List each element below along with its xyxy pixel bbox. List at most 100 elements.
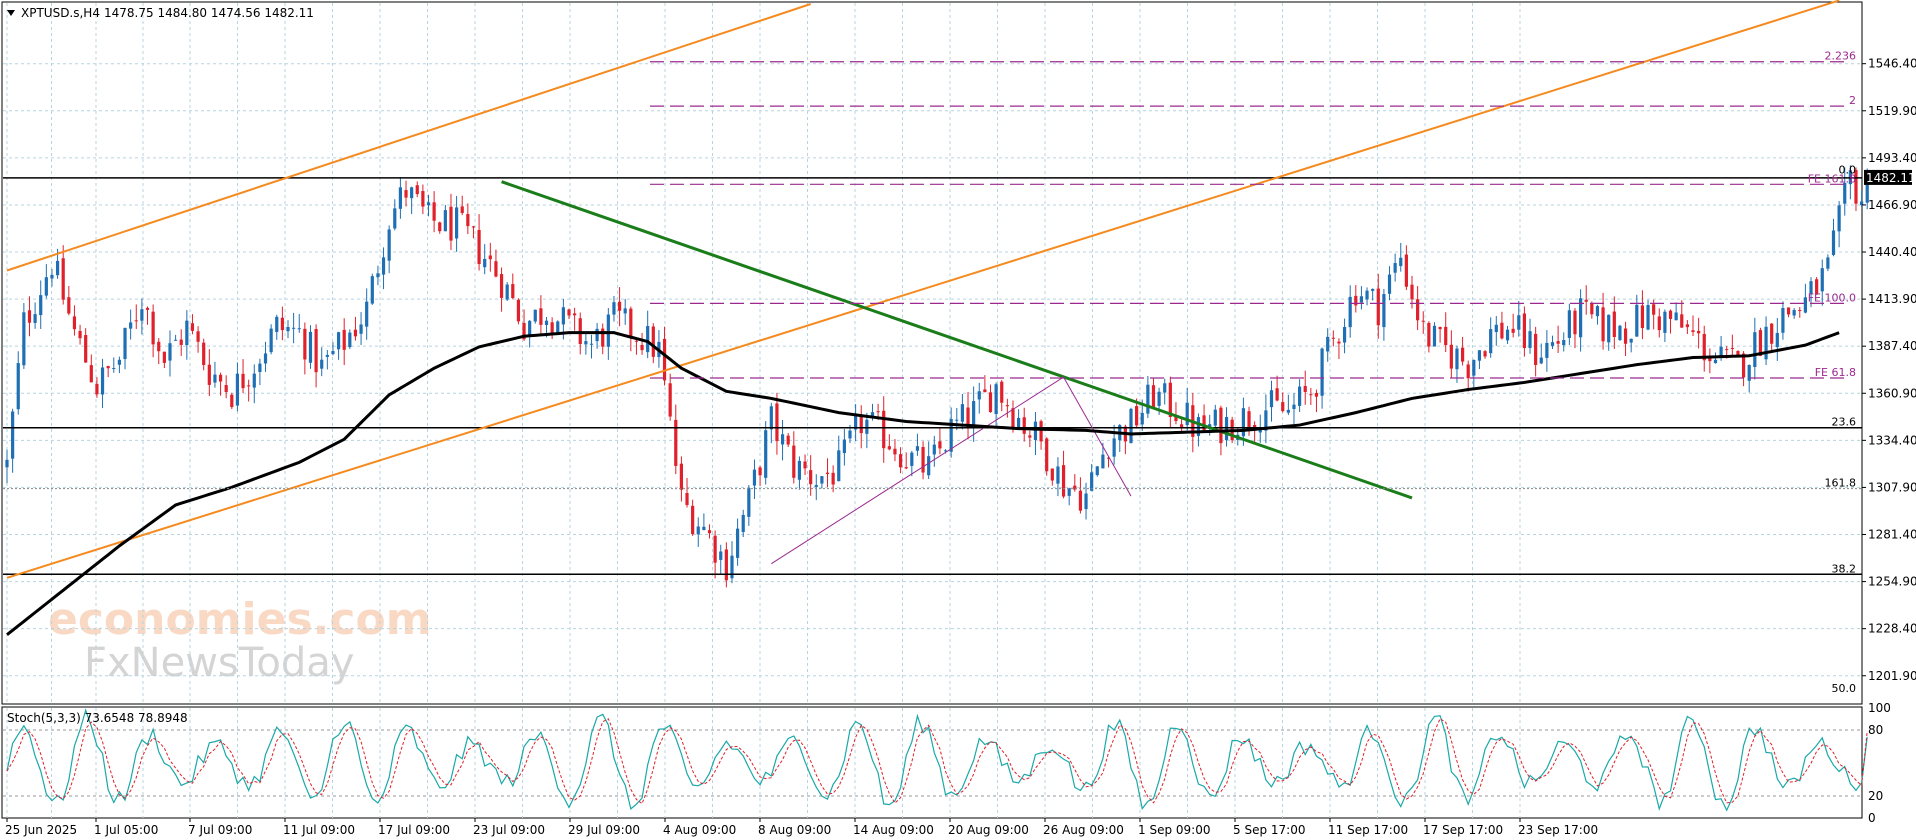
candle-body	[466, 214, 470, 227]
candle-body	[117, 359, 121, 365]
candle-body	[1129, 408, 1133, 444]
stoch-main-line	[6, 708, 1868, 812]
candle-body	[1472, 359, 1476, 376]
fib-levels: 2.236 2 0.0FE 161.8 FE 100.0 FE 61.8 23.6 161.…	[3, 50, 1862, 695]
candle-body	[477, 229, 481, 265]
candle-body	[292, 327, 296, 329]
candle-body	[1505, 329, 1510, 341]
candle-body	[983, 389, 987, 393]
candle-body	[1061, 465, 1066, 497]
candle-body	[606, 314, 610, 347]
candle-body	[1730, 347, 1734, 349]
candle-body	[1674, 312, 1678, 321]
current-price-box	[1864, 169, 1912, 185]
candle-body	[1618, 325, 1622, 340]
candle-body	[303, 328, 307, 360]
candle-body	[1286, 409, 1290, 413]
candle-body	[1786, 307, 1791, 315]
watermark-brand: economies.com	[48, 594, 432, 645]
candle-body	[713, 535, 717, 563]
candle-body	[1466, 364, 1470, 379]
candle-body	[1764, 326, 1768, 360]
candle-body	[696, 526, 700, 535]
candle-body	[1371, 288, 1375, 291]
candle-body	[550, 322, 554, 333]
candle-body	[1331, 337, 1335, 339]
candle-body	[1219, 407, 1223, 444]
candle-body	[1359, 296, 1364, 303]
candle-body	[679, 463, 683, 490]
candle-body	[747, 487, 751, 517]
candle-body	[1033, 421, 1038, 440]
candle-body	[426, 202, 431, 206]
candle-body	[1775, 332, 1779, 348]
candle-body	[247, 385, 251, 387]
candle-body	[1241, 408, 1245, 437]
candle-body	[691, 505, 695, 535]
candle-body	[483, 258, 487, 268]
candle-body	[39, 295, 43, 316]
candle-body	[471, 226, 476, 228]
candle-body	[561, 307, 565, 325]
candle-body	[646, 326, 650, 353]
y-tick-label: 1519.90	[1868, 104, 1916, 118]
candle-body	[1708, 358, 1712, 362]
channel-upper-line	[6, 3, 811, 272]
candle-body	[404, 190, 408, 198]
candle-body	[1494, 324, 1498, 333]
candle-body	[949, 419, 953, 452]
fib-level-label: 50.0	[1832, 682, 1857, 695]
dropdown-arrow-icon[interactable]	[7, 10, 15, 16]
candle-body	[1337, 341, 1341, 344]
candle-body	[573, 313, 577, 316]
candle-body	[1303, 386, 1307, 392]
candle-body	[1258, 428, 1262, 433]
x-tick-label: 23 Jul 09:00	[473, 823, 545, 837]
candle-body	[595, 328, 599, 342]
moving-average-line	[6, 331, 1840, 636]
candle-body	[1314, 392, 1319, 397]
candle-body	[511, 284, 515, 299]
candle-body	[398, 187, 402, 209]
candle-body	[449, 206, 453, 241]
candle-body	[1298, 386, 1302, 406]
candle-body	[1725, 349, 1729, 351]
fib-level-label: FE 100.0	[1808, 291, 1856, 304]
fib-level-label: FE 61.8	[1815, 366, 1856, 379]
candle-body	[854, 415, 858, 430]
candle-body	[1342, 326, 1347, 343]
x-tick-label: 1 Sep 09:00	[1138, 823, 1210, 837]
stoch-tick-label: 80	[1868, 723, 1883, 737]
candle-body	[1668, 310, 1673, 319]
candle-body	[162, 351, 166, 363]
candle-body	[1736, 350, 1740, 356]
candle-body	[22, 312, 26, 366]
candle-body	[1281, 402, 1285, 412]
candle-body	[775, 403, 779, 442]
candle-body	[365, 301, 369, 327]
candle-body	[623, 308, 627, 314]
candle-body	[387, 229, 391, 261]
candle-body	[376, 273, 380, 278]
candle-body	[123, 327, 127, 360]
candle-body	[533, 309, 537, 322]
candle-body	[331, 351, 335, 355]
candle-body	[1247, 411, 1251, 428]
candle-body	[1455, 348, 1459, 370]
candle-body	[758, 467, 762, 476]
candle-body	[308, 331, 313, 363]
candle-body	[252, 373, 256, 388]
candle-body	[578, 318, 582, 345]
candle-body	[1135, 406, 1139, 426]
price-axis: 1546.40 1519.90 1493.40 1466.90 1440.40 1413.…	[1862, 57, 1916, 683]
candle-body	[955, 419, 959, 421]
candle-body	[27, 310, 32, 323]
candle-body	[556, 321, 560, 334]
candle-body	[1657, 316, 1661, 331]
candle-body	[797, 460, 802, 480]
candle-body	[432, 202, 436, 221]
candle-body	[1028, 435, 1032, 438]
candle-body	[651, 326, 655, 357]
candle-body	[842, 439, 846, 454]
